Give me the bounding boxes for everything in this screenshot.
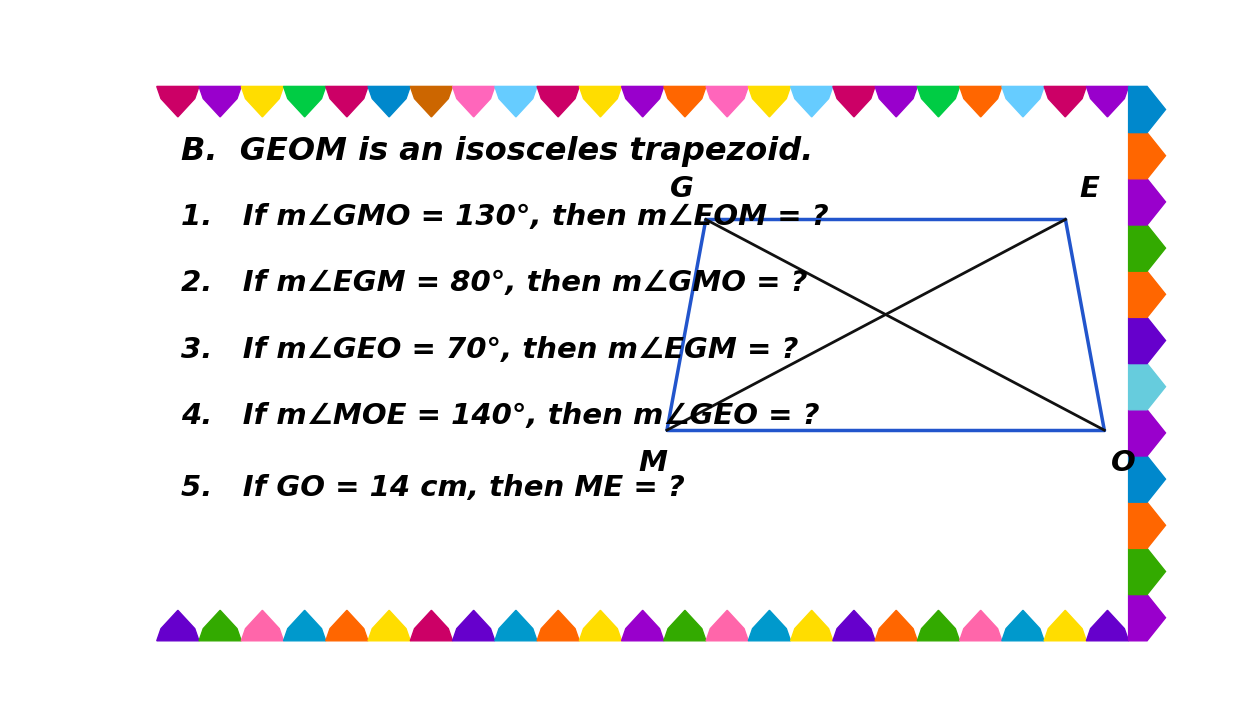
Polygon shape xyxy=(1129,503,1165,549)
Polygon shape xyxy=(1129,318,1165,364)
Polygon shape xyxy=(1045,611,1086,641)
Polygon shape xyxy=(622,611,663,641)
Bar xyxy=(157,117,1129,611)
Text: 3.   If m∠GEO = 70°, then m∠EGM = ?: 3. If m∠GEO = 70°, then m∠EGM = ? xyxy=(181,336,799,364)
Polygon shape xyxy=(1045,86,1086,117)
Polygon shape xyxy=(283,86,326,117)
Polygon shape xyxy=(410,86,453,117)
Polygon shape xyxy=(790,86,833,117)
Polygon shape xyxy=(1129,86,1165,132)
Polygon shape xyxy=(283,611,326,641)
Polygon shape xyxy=(1129,364,1165,410)
Text: 1.   If m∠GMO = 130°, then m∠EOM = ?: 1. If m∠GMO = 130°, then m∠EOM = ? xyxy=(181,203,829,231)
Polygon shape xyxy=(706,86,749,117)
Polygon shape xyxy=(663,86,706,117)
Polygon shape xyxy=(1086,86,1129,117)
Text: O: O xyxy=(1111,449,1136,477)
Polygon shape xyxy=(833,611,875,641)
Polygon shape xyxy=(1129,595,1165,641)
Polygon shape xyxy=(326,611,367,641)
Polygon shape xyxy=(453,86,495,117)
Polygon shape xyxy=(579,86,622,117)
Polygon shape xyxy=(790,611,833,641)
Text: B.  GEOM is an isosceles trapezoid.: B. GEOM is an isosceles trapezoid. xyxy=(181,136,814,167)
Polygon shape xyxy=(495,86,537,117)
Polygon shape xyxy=(749,86,790,117)
Polygon shape xyxy=(1129,549,1165,595)
Polygon shape xyxy=(199,86,241,117)
Polygon shape xyxy=(410,611,453,641)
Polygon shape xyxy=(706,611,749,641)
Text: 4.   If m∠MOE = 140°, then m∠GEO = ?: 4. If m∠MOE = 140°, then m∠GEO = ? xyxy=(181,402,820,431)
Polygon shape xyxy=(157,611,199,641)
Polygon shape xyxy=(1002,86,1045,117)
Polygon shape xyxy=(959,86,1002,117)
Polygon shape xyxy=(367,611,410,641)
Polygon shape xyxy=(1129,271,1165,318)
Polygon shape xyxy=(579,611,622,641)
Polygon shape xyxy=(1129,456,1165,503)
Text: 5.   If GO = 14 cm, then ME = ?: 5. If GO = 14 cm, then ME = ? xyxy=(181,474,685,503)
Polygon shape xyxy=(157,86,199,117)
Polygon shape xyxy=(833,86,875,117)
Polygon shape xyxy=(1086,611,1129,641)
Text: G: G xyxy=(670,175,693,203)
Polygon shape xyxy=(537,611,579,641)
Polygon shape xyxy=(918,611,959,641)
Polygon shape xyxy=(875,86,918,117)
Polygon shape xyxy=(453,611,495,641)
Polygon shape xyxy=(749,611,790,641)
Polygon shape xyxy=(241,86,283,117)
Polygon shape xyxy=(1129,179,1165,225)
Polygon shape xyxy=(622,86,663,117)
Polygon shape xyxy=(199,611,241,641)
Polygon shape xyxy=(1002,611,1045,641)
Polygon shape xyxy=(875,611,918,641)
Polygon shape xyxy=(959,611,1002,641)
Polygon shape xyxy=(1129,132,1165,179)
Text: M: M xyxy=(638,449,667,477)
Polygon shape xyxy=(495,611,537,641)
Polygon shape xyxy=(918,86,959,117)
Polygon shape xyxy=(241,611,283,641)
Polygon shape xyxy=(1129,225,1165,271)
Polygon shape xyxy=(537,86,579,117)
Polygon shape xyxy=(1129,410,1165,456)
Polygon shape xyxy=(663,611,706,641)
Polygon shape xyxy=(367,86,410,117)
Polygon shape xyxy=(326,86,367,117)
Text: E: E xyxy=(1080,175,1100,203)
Text: 2.   If m∠EGM = 80°, then m∠GMO = ?: 2. If m∠EGM = 80°, then m∠GMO = ? xyxy=(181,269,808,297)
